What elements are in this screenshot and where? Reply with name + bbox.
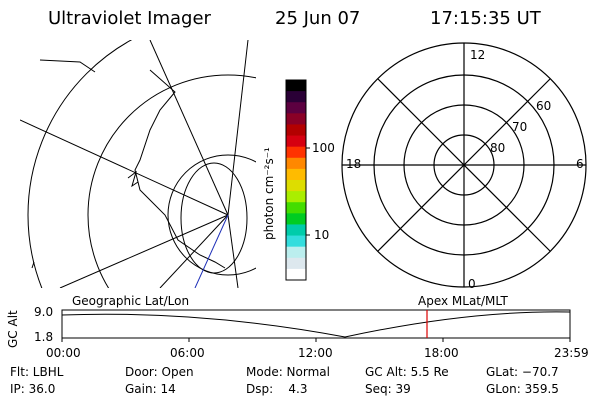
footer-glon: GLon: 359.5: [486, 382, 559, 396]
colorbar-band: [286, 246, 306, 259]
colorbar-band: [286, 213, 306, 225]
colorbar: [286, 80, 306, 281]
meridian-line: [149, 40, 229, 216]
colorbar-band: [286, 113, 306, 125]
colorbar-band: [286, 235, 306, 248]
colorbar-tick-100: 100: [312, 141, 335, 155]
footer-mode: Mode: Normal: [246, 365, 330, 379]
timeline-y-label: GC Alt: [6, 310, 20, 348]
time-label: 17:15:35 UT: [430, 8, 541, 29]
timeline-right-title: Apex MLat/MLT: [418, 294, 508, 308]
polar-plot: [341, 42, 587, 288]
colorbar-band: [286, 135, 306, 148]
footer-gc-alt: GC Alt: 5.5 Re: [365, 365, 449, 379]
coastline: [39, 59, 226, 269]
meridian-line: [227, 40, 249, 216]
latitude-circle: [87, 74, 256, 288]
colorbar-band: [286, 157, 306, 170]
latitude-circle-outer: [27, 40, 133, 288]
date-label: 25 Jun 07: [275, 8, 361, 29]
timeline-x-tick: 12:00: [298, 346, 333, 360]
colorbar-band: [286, 202, 306, 214]
altitude-curve: [61, 311, 571, 338]
footer-door: Door: Open: [125, 365, 194, 379]
timeline-y-tick-low: 1.8: [34, 330, 54, 344]
colorbar-band: [286, 168, 306, 181]
instrument-title: Ultraviolet Imager: [48, 8, 211, 29]
footer-dsp: Dsp: 4.3: [246, 382, 308, 396]
colorbar-frame: [285, 79, 307, 281]
footer-glat: GLat: −70.7: [486, 365, 559, 379]
latitude-circle-inner: [167, 154, 256, 276]
colorbar-band: [286, 191, 306, 203]
coastline: [127, 170, 139, 188]
colorbar-band: [286, 224, 306, 237]
footer-filter: Flt: LBHL: [10, 365, 64, 379]
colorbar-band: [286, 257, 306, 270]
coastline: [31, 261, 35, 269]
colorbar-band: [286, 124, 306, 137]
colorbar-tick-10: 10: [314, 228, 330, 242]
colorbar-unit-label: photon cm⁻²s⁻¹: [262, 147, 276, 240]
lat-label-80: 80: [490, 141, 506, 155]
colorbar-band: [286, 80, 306, 92]
meridian-line: [20, 119, 229, 216]
colorbar-band: [286, 91, 306, 103]
meridian-line: [227, 214, 239, 288]
timeline-x-tick: 23:59: [554, 346, 589, 360]
timeline-x-tick: 18:00: [424, 346, 459, 360]
geographic-map: [20, 40, 256, 288]
colorbar-band: [286, 180, 306, 192]
polar-diagonal: [377, 78, 551, 252]
colorbar-band: [286, 146, 306, 159]
lat-label-60: 60: [536, 99, 552, 113]
footer-gain: Gain: 14: [125, 382, 176, 396]
mlt-label-6: 6: [576, 157, 584, 171]
timeline-x-tick: 06:00: [170, 346, 205, 360]
view-ellipse: [180, 162, 248, 274]
mlt-label-18: 18: [346, 157, 362, 171]
colorbar-band: [286, 102, 306, 114]
timeline-y-tick-high: 9.0: [34, 305, 54, 319]
timeline-left-title: Geographic Lat/Lon: [72, 294, 190, 308]
mlt-label-12: 12: [470, 48, 486, 62]
colorbar-band: [286, 268, 306, 281]
mlt-label-0: 0: [468, 277, 476, 291]
footer-seq: Seq: 39: [365, 382, 411, 396]
lat-label-70: 70: [512, 120, 528, 134]
footer-ip: IP: 36.0: [10, 382, 56, 396]
timeline-x-tick: 00:00: [46, 346, 81, 360]
track-line: [194, 214, 229, 288]
meridian-line: [59, 214, 229, 288]
